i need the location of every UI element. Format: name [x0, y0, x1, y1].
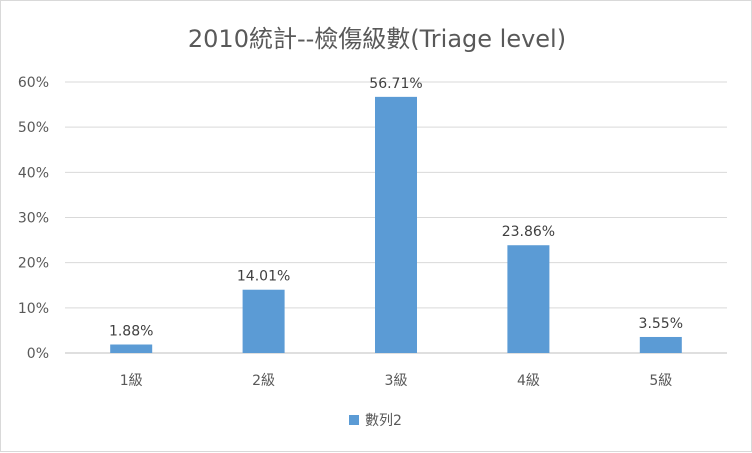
data-label: 1.88% — [109, 324, 153, 340]
y-tick-label: 40% — [18, 165, 49, 181]
chart-title: 2010統計--檢傷級數(Triage level) — [188, 25, 566, 53]
data-labels: 1.88% 14.01% 56.71% 23.86% 3.55% — [109, 76, 683, 340]
bar-3 — [375, 96, 417, 353]
data-label: 14.01% — [237, 269, 290, 285]
bar-2 — [242, 289, 285, 353]
y-tick-label: 60% — [18, 75, 49, 91]
x-tick-label: 5級 — [649, 373, 672, 389]
y-tick-label: 0% — [27, 346, 49, 362]
y-tick-label: 50% — [18, 120, 49, 136]
x-tick-label: 2級 — [252, 373, 275, 389]
legend: 數列2 — [349, 413, 402, 429]
bars — [110, 96, 682, 353]
bar-4 — [507, 245, 550, 353]
x-tick-label: 3級 — [385, 373, 408, 389]
legend-swatch — [349, 415, 359, 425]
y-tick-label: 30% — [18, 211, 49, 227]
data-label: 56.71% — [369, 76, 422, 92]
x-tick-label: 4級 — [517, 373, 540, 389]
x-tick-label: 1級 — [120, 373, 143, 389]
bar-1 — [110, 344, 153, 353]
x-axis-ticks: 1級 2級 3級 4級 5級 — [120, 373, 673, 389]
y-tick-label: 10% — [18, 301, 49, 317]
data-label: 23.86% — [502, 224, 555, 240]
y-tick-label: 20% — [18, 256, 49, 272]
y-axis-ticks: 0% 10% 20% 30% 40% 50% 60% — [18, 75, 49, 362]
legend-label: 數列2 — [365, 413, 402, 429]
data-label: 3.55% — [639, 316, 683, 332]
bar-5 — [639, 336, 682, 353]
